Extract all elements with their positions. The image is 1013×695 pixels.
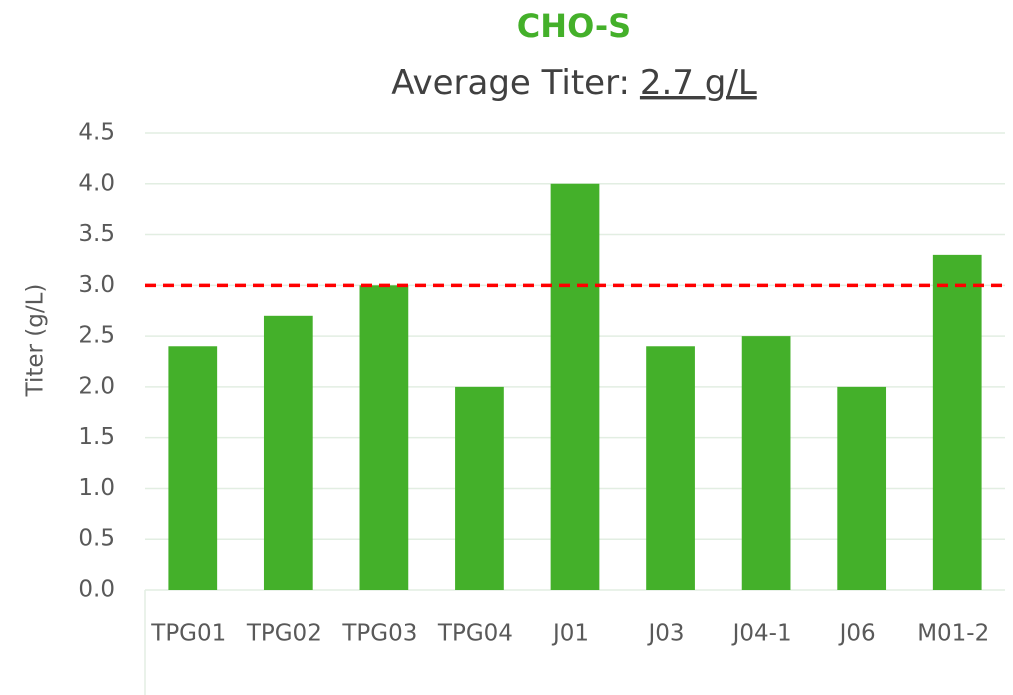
bar <box>455 386 504 590</box>
y-tick-label: 4.0 <box>78 170 115 196</box>
bar <box>837 386 887 590</box>
y-tick-label: 0.0 <box>78 577 115 603</box>
chart-subtitle: Average Titer: 2.7 g/L <box>391 63 757 103</box>
subtitle-text: Average Titer: <box>391 63 630 103</box>
bar <box>263 315 313 590</box>
chart-title: CHO-S <box>517 7 631 45</box>
x-tick-label: J04-1 <box>731 621 792 647</box>
bar <box>550 183 600 590</box>
bar <box>168 346 218 590</box>
x-tick-label: J03 <box>647 621 685 647</box>
bar <box>646 346 695 590</box>
bar <box>359 285 409 590</box>
y-tick-label: 1.5 <box>78 424 115 450</box>
bar <box>932 254 982 590</box>
x-tick-label: M01-2 <box>917 621 989 647</box>
y-tick-label: 3.0 <box>78 272 115 298</box>
y-tick-label: 1.0 <box>78 475 115 501</box>
x-tick-label: TPG01 <box>150 621 226 647</box>
y-tick-label: 0.5 <box>78 526 115 552</box>
x-tick-label: TPG04 <box>437 621 513 647</box>
x-tick-label: J06 <box>838 621 876 647</box>
subtitle-value: 2.7 g/L <box>640 63 757 103</box>
y-tick-label: 4.5 <box>78 120 115 146</box>
x-tick-label: J01 <box>551 621 589 647</box>
y-tick-label: 3.5 <box>78 221 115 247</box>
y-axis-label: Titer (g/L) <box>23 284 49 398</box>
x-tick-label: TPG03 <box>341 621 417 647</box>
bar <box>741 336 791 590</box>
x-tick-label: TPG02 <box>246 621 322 647</box>
y-tick-label: 2.0 <box>78 373 115 399</box>
y-tick-label: 2.5 <box>78 323 115 349</box>
